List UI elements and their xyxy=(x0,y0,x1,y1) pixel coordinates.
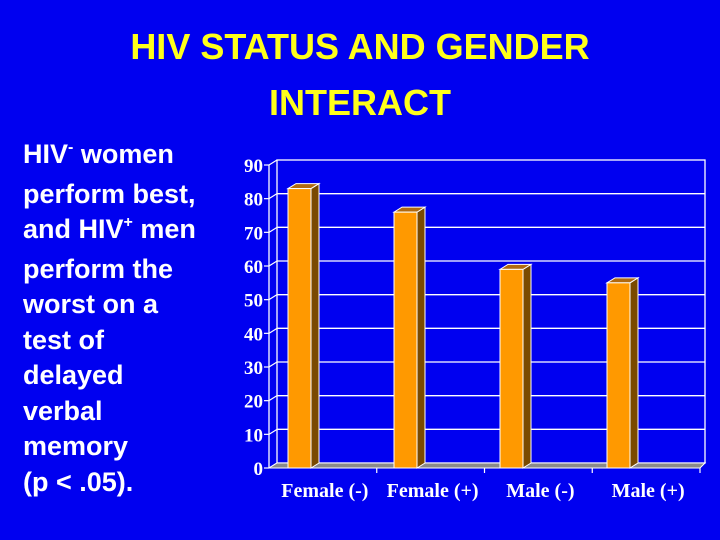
bullet-line: (p < .05). xyxy=(23,466,134,497)
side-wall-line xyxy=(268,361,278,368)
side-wall-line xyxy=(268,395,278,402)
x-axis-label: Female (-) xyxy=(281,480,369,502)
side-wall-line xyxy=(268,159,278,166)
side-wall-line xyxy=(268,260,278,267)
bullet-text-part: men xyxy=(132,214,196,244)
slide-title-line-2: INTERACT xyxy=(269,82,451,123)
side-wall-line xyxy=(268,226,278,233)
y-tick-label: 30 xyxy=(244,358,263,379)
y-tick-label: 80 xyxy=(244,190,263,211)
y-tick-label: 10 xyxy=(244,425,263,446)
bullet-line: memory xyxy=(23,431,129,461)
x-axis-label: Male (-) xyxy=(506,480,575,502)
side-wall-line xyxy=(268,428,278,435)
bar-side xyxy=(416,206,426,469)
superscript-minus: - xyxy=(68,139,74,156)
bar-side xyxy=(310,182,320,469)
y-tick-label: 50 xyxy=(244,291,263,312)
bullet-line: test of xyxy=(23,324,104,355)
bullet-line: delayed xyxy=(23,360,124,390)
bar-side xyxy=(522,263,532,469)
y-tick-label: 40 xyxy=(244,324,263,345)
y-tick-label: 90 xyxy=(244,156,263,177)
bar-male-+- xyxy=(606,282,631,469)
bullet-text-part: women xyxy=(73,139,174,169)
bar-male--- xyxy=(499,268,524,469)
plot-back-wall xyxy=(276,159,706,464)
bullet-text-part: HIV xyxy=(23,139,69,169)
side-wall-line xyxy=(268,193,278,200)
slide-title-line-1: HIV STATUS AND GENDER xyxy=(130,26,590,67)
y-tick-label: 20 xyxy=(244,392,263,413)
y-tick-label: 0 xyxy=(254,459,264,480)
bar-female--- xyxy=(287,188,312,469)
bullet-line: worst on a xyxy=(23,289,159,319)
superscript-plus: + xyxy=(123,214,133,231)
bullet-line: verbal xyxy=(23,395,103,426)
x-axis-label: Male (+) xyxy=(611,480,685,502)
bullet-line: HIV- women xyxy=(23,137,238,177)
y-tick-label: 70 xyxy=(244,223,263,244)
side-wall-line xyxy=(268,294,278,301)
bullet-line: perform the xyxy=(23,253,174,284)
chart-floor xyxy=(267,462,707,469)
bullet-text-part: and HIV xyxy=(23,214,124,244)
bullet-line: and HIV+ men xyxy=(23,212,238,252)
bar-female-+- xyxy=(393,211,418,469)
bar-side xyxy=(629,276,639,469)
x-axis-label: Female (+) xyxy=(386,480,479,502)
side-wall-line xyxy=(268,327,278,334)
bullet-text: HIV- women perform best, and HIV+ men pe… xyxy=(23,137,238,500)
bullet-line: perform best, xyxy=(23,178,196,209)
y-tick-label: 60 xyxy=(244,257,263,278)
